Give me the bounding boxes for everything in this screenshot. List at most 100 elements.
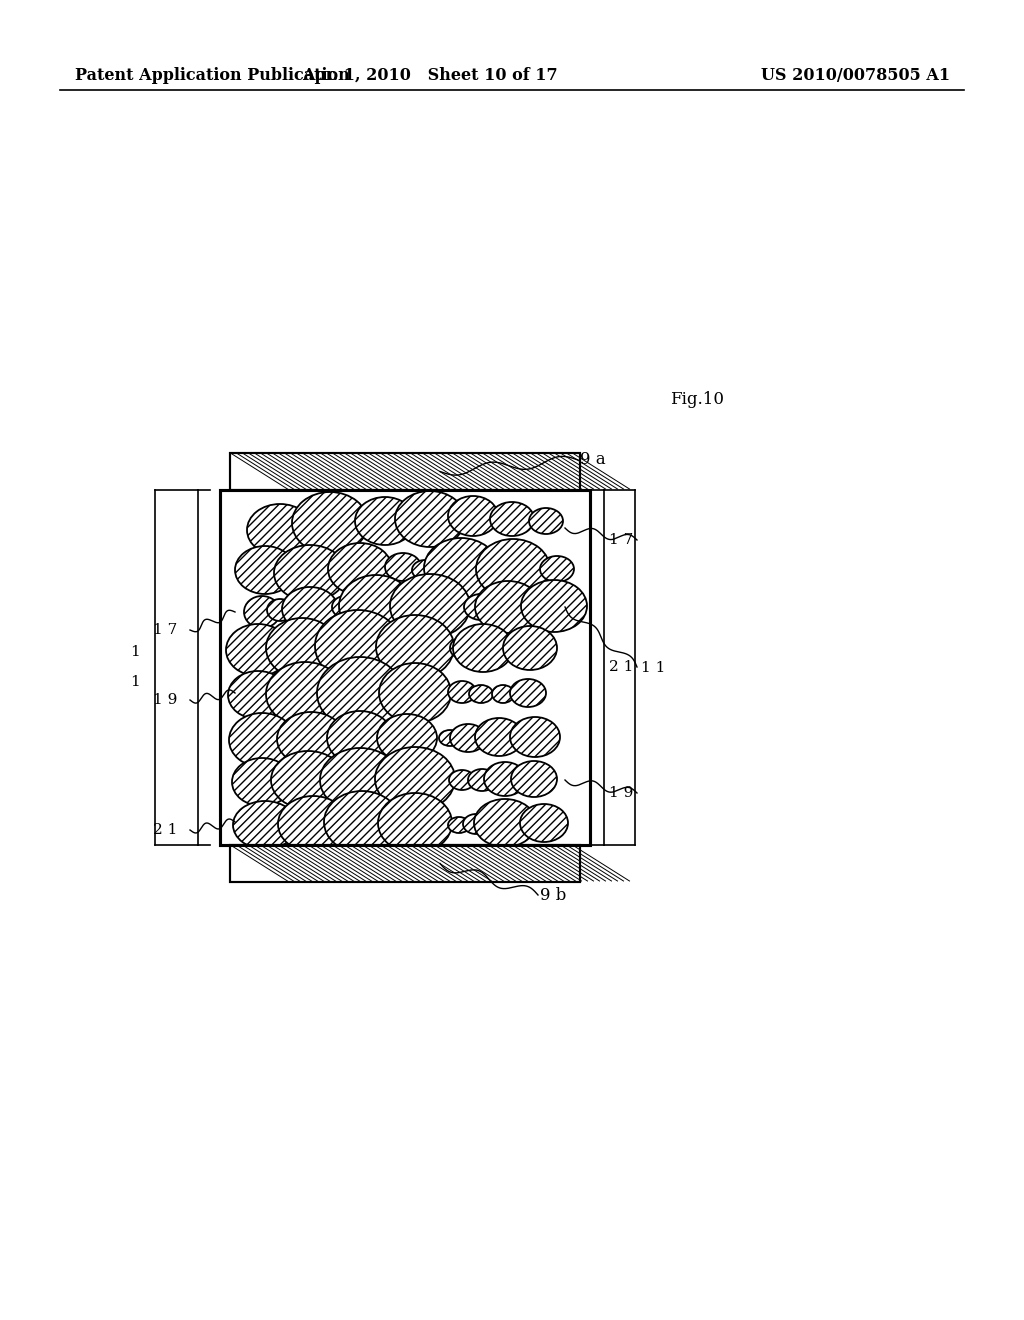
Ellipse shape	[278, 796, 348, 851]
Ellipse shape	[234, 546, 295, 594]
Ellipse shape	[453, 624, 513, 672]
Ellipse shape	[449, 496, 498, 536]
Ellipse shape	[233, 801, 297, 849]
Ellipse shape	[324, 791, 400, 853]
Ellipse shape	[511, 762, 557, 797]
Ellipse shape	[376, 615, 454, 678]
Ellipse shape	[317, 657, 403, 729]
Ellipse shape	[328, 543, 392, 595]
Ellipse shape	[266, 663, 344, 726]
Ellipse shape	[282, 587, 338, 631]
Ellipse shape	[229, 713, 295, 767]
Ellipse shape	[540, 556, 574, 582]
Ellipse shape	[475, 581, 541, 634]
Ellipse shape	[228, 671, 288, 719]
Ellipse shape	[232, 758, 292, 807]
Ellipse shape	[278, 711, 345, 766]
Ellipse shape	[449, 496, 498, 536]
Ellipse shape	[355, 498, 415, 545]
Ellipse shape	[390, 574, 470, 638]
Ellipse shape	[450, 638, 476, 659]
Ellipse shape	[439, 730, 461, 746]
Ellipse shape	[439, 730, 461, 746]
Ellipse shape	[529, 508, 563, 535]
Ellipse shape	[450, 723, 486, 752]
Ellipse shape	[267, 599, 293, 620]
Ellipse shape	[226, 624, 290, 676]
Text: 9 b: 9 b	[540, 887, 566, 903]
Ellipse shape	[464, 594, 498, 620]
Ellipse shape	[468, 770, 496, 791]
Ellipse shape	[292, 492, 368, 554]
Ellipse shape	[521, 579, 587, 632]
Ellipse shape	[529, 508, 563, 535]
Ellipse shape	[503, 626, 557, 671]
Ellipse shape	[449, 681, 476, 704]
Ellipse shape	[450, 723, 486, 752]
Ellipse shape	[319, 748, 400, 812]
Ellipse shape	[510, 678, 546, 708]
Ellipse shape	[244, 597, 280, 628]
Ellipse shape	[449, 770, 475, 789]
Ellipse shape	[378, 793, 452, 853]
Bar	[230, 453, 580, 490]
Bar	[220, 490, 590, 845]
Text: 1: 1	[130, 676, 140, 689]
Ellipse shape	[464, 594, 498, 620]
Text: 1: 1	[130, 645, 140, 660]
Ellipse shape	[476, 539, 550, 599]
Ellipse shape	[319, 748, 400, 812]
Ellipse shape	[379, 663, 451, 723]
Ellipse shape	[484, 762, 526, 796]
Ellipse shape	[377, 714, 437, 762]
Text: 1 7: 1 7	[153, 623, 177, 638]
Ellipse shape	[377, 714, 437, 762]
Ellipse shape	[449, 817, 470, 833]
Ellipse shape	[234, 546, 295, 594]
Ellipse shape	[412, 560, 438, 579]
Ellipse shape	[490, 502, 534, 536]
Ellipse shape	[510, 717, 560, 756]
Ellipse shape	[474, 799, 536, 847]
Ellipse shape	[449, 817, 470, 833]
Text: 2 1: 2 1	[609, 660, 634, 675]
Ellipse shape	[274, 545, 346, 601]
Ellipse shape	[484, 762, 526, 796]
Ellipse shape	[378, 793, 452, 853]
Ellipse shape	[244, 597, 280, 628]
Ellipse shape	[476, 539, 550, 599]
Ellipse shape	[247, 504, 313, 556]
Ellipse shape	[395, 491, 465, 546]
Ellipse shape	[282, 587, 338, 631]
Ellipse shape	[266, 663, 344, 726]
Ellipse shape	[267, 599, 293, 620]
Ellipse shape	[327, 711, 393, 766]
Text: Apr. 1, 2010   Sheet 10 of 17: Apr. 1, 2010 Sheet 10 of 17	[302, 66, 558, 83]
Ellipse shape	[424, 539, 498, 598]
Ellipse shape	[332, 597, 358, 618]
Ellipse shape	[324, 791, 400, 853]
Ellipse shape	[278, 796, 348, 851]
Ellipse shape	[355, 498, 415, 545]
Ellipse shape	[510, 717, 560, 756]
Text: 9 a: 9 a	[580, 451, 605, 469]
Ellipse shape	[520, 804, 568, 842]
Ellipse shape	[521, 579, 587, 632]
Ellipse shape	[540, 556, 574, 582]
Ellipse shape	[449, 681, 476, 704]
Bar	[230, 845, 580, 882]
Text: 1 9: 1 9	[153, 693, 177, 708]
Ellipse shape	[492, 685, 514, 704]
Ellipse shape	[475, 718, 523, 756]
Ellipse shape	[395, 491, 465, 546]
Ellipse shape	[271, 751, 345, 809]
Text: Patent Application Publication: Patent Application Publication	[75, 66, 350, 83]
Ellipse shape	[233, 801, 297, 849]
Ellipse shape	[379, 663, 451, 723]
Ellipse shape	[315, 610, 401, 682]
Bar	[230, 453, 580, 490]
Bar	[230, 845, 580, 882]
Ellipse shape	[315, 610, 401, 682]
Ellipse shape	[449, 770, 475, 789]
Ellipse shape	[332, 597, 358, 618]
